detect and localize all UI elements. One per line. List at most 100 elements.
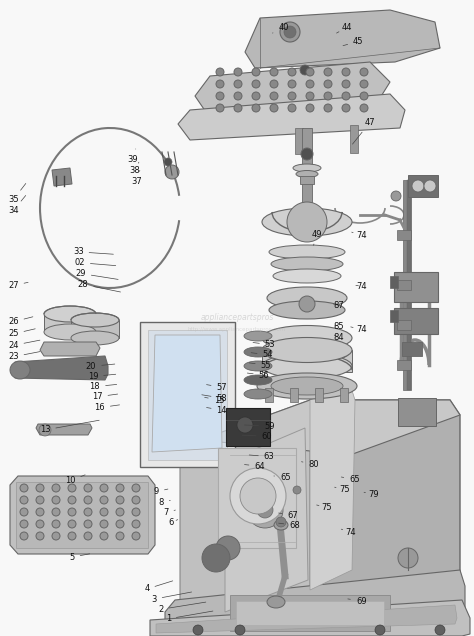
- Bar: [397, 230, 411, 240]
- Circle shape: [324, 80, 332, 88]
- Circle shape: [234, 104, 242, 112]
- Text: 27: 27: [8, 281, 28, 290]
- Text: 40: 40: [273, 23, 289, 33]
- Bar: [397, 280, 411, 290]
- Circle shape: [324, 104, 332, 112]
- Text: 26: 26: [8, 317, 33, 326]
- Circle shape: [84, 484, 92, 492]
- Circle shape: [299, 296, 315, 312]
- Ellipse shape: [269, 245, 345, 259]
- Ellipse shape: [244, 361, 272, 371]
- Text: 60: 60: [242, 432, 272, 441]
- Bar: [236, 601, 384, 625]
- Text: 17: 17: [92, 392, 118, 401]
- Circle shape: [68, 520, 76, 528]
- Circle shape: [20, 532, 28, 540]
- Text: 85: 85: [334, 322, 344, 331]
- Text: 19: 19: [88, 372, 116, 381]
- Circle shape: [216, 68, 224, 76]
- Bar: [226, 408, 270, 446]
- Bar: [140, 322, 235, 467]
- Circle shape: [165, 165, 179, 179]
- Text: 55: 55: [249, 361, 271, 370]
- Ellipse shape: [262, 354, 352, 378]
- Circle shape: [270, 104, 278, 112]
- Circle shape: [234, 92, 242, 100]
- Text: 25: 25: [8, 329, 35, 338]
- Circle shape: [132, 532, 140, 540]
- Polygon shape: [40, 342, 100, 356]
- Circle shape: [68, 496, 76, 504]
- Bar: [403, 180, 411, 390]
- Circle shape: [412, 180, 424, 192]
- Text: 14: 14: [207, 406, 227, 415]
- Circle shape: [52, 496, 60, 504]
- Bar: [44, 314, 96, 332]
- Bar: [295, 128, 303, 154]
- Circle shape: [391, 191, 401, 201]
- Text: 47: 47: [353, 118, 375, 144]
- Polygon shape: [300, 400, 460, 600]
- Bar: [148, 330, 227, 460]
- Ellipse shape: [71, 313, 119, 327]
- Circle shape: [216, 536, 240, 560]
- Text: 65: 65: [341, 475, 360, 484]
- Circle shape: [216, 92, 224, 100]
- Polygon shape: [195, 62, 390, 118]
- Text: 28: 28: [78, 280, 120, 292]
- Polygon shape: [180, 400, 310, 636]
- Circle shape: [36, 532, 44, 540]
- Bar: [340, 388, 348, 402]
- Bar: [394, 308, 438, 334]
- Circle shape: [84, 508, 92, 516]
- Circle shape: [324, 92, 332, 100]
- Text: 16: 16: [94, 403, 119, 412]
- Circle shape: [306, 68, 314, 76]
- Text: 7: 7: [163, 508, 175, 517]
- Polygon shape: [225, 428, 308, 612]
- Circle shape: [252, 92, 260, 100]
- Text: 53: 53: [253, 340, 275, 349]
- Ellipse shape: [274, 520, 288, 530]
- Text: 64: 64: [245, 462, 265, 471]
- Ellipse shape: [262, 208, 352, 236]
- Circle shape: [360, 92, 368, 100]
- Text: 58: 58: [202, 394, 227, 403]
- Bar: [71, 320, 119, 338]
- Circle shape: [424, 180, 436, 192]
- Circle shape: [342, 68, 350, 76]
- Ellipse shape: [293, 164, 321, 172]
- Polygon shape: [10, 476, 155, 554]
- Circle shape: [193, 625, 203, 635]
- Circle shape: [132, 520, 140, 528]
- Bar: [16, 482, 148, 548]
- Text: 75: 75: [335, 485, 349, 494]
- Circle shape: [284, 26, 296, 38]
- Bar: [394, 272, 438, 302]
- Circle shape: [257, 502, 273, 518]
- Ellipse shape: [262, 326, 352, 350]
- Circle shape: [252, 80, 260, 88]
- Ellipse shape: [71, 331, 119, 345]
- Text: 38: 38: [129, 162, 140, 175]
- Circle shape: [360, 68, 368, 76]
- Bar: [230, 595, 390, 631]
- Circle shape: [216, 104, 224, 112]
- Circle shape: [36, 496, 44, 504]
- Circle shape: [360, 104, 368, 112]
- Circle shape: [100, 484, 108, 492]
- Ellipse shape: [271, 257, 343, 271]
- Polygon shape: [150, 600, 470, 636]
- Circle shape: [301, 148, 313, 160]
- Text: 2: 2: [158, 602, 206, 614]
- Text: 74: 74: [341, 529, 356, 537]
- Circle shape: [20, 484, 28, 492]
- Ellipse shape: [10, 361, 30, 379]
- Text: 10: 10: [65, 475, 85, 485]
- Circle shape: [234, 80, 242, 88]
- Ellipse shape: [267, 287, 347, 309]
- Polygon shape: [156, 605, 457, 633]
- Bar: [300, 176, 314, 184]
- Text: http://www.appliancepartspros.com: http://www.appliancepartspros.com: [188, 328, 286, 333]
- Text: 54: 54: [251, 350, 273, 359]
